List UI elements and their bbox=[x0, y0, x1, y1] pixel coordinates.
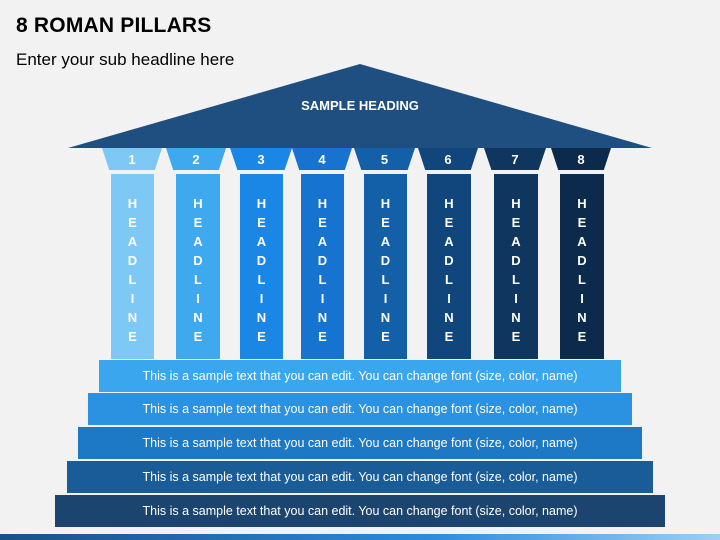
headline-letter: D bbox=[444, 253, 454, 268]
headline-letter: D bbox=[256, 253, 267, 268]
headline-letter: I bbox=[383, 291, 388, 306]
headline-letter: N bbox=[511, 310, 521, 325]
pillar-number: 3 bbox=[230, 148, 292, 170]
headline-letter: A bbox=[256, 234, 267, 249]
step-2: This is a sample text that you can edit.… bbox=[88, 393, 632, 425]
headline-letter: E bbox=[381, 329, 390, 344]
headline-letter: E bbox=[128, 215, 137, 230]
headline-letter: E bbox=[193, 329, 203, 344]
headline-letter: N bbox=[444, 310, 454, 325]
headline-letter: E bbox=[577, 329, 587, 344]
headline-letter: H bbox=[127, 196, 138, 211]
slide-title: 8 ROMAN PILLARS bbox=[16, 14, 212, 37]
headline-letter: E bbox=[444, 329, 454, 344]
headline-letter: I bbox=[130, 291, 135, 306]
headline-letter: E bbox=[444, 215, 454, 230]
pillar-number: 8 bbox=[551, 148, 611, 170]
headline-letter: E bbox=[257, 215, 266, 230]
headline-letter: E bbox=[577, 215, 587, 230]
step-1: This is a sample text that you can edit.… bbox=[99, 360, 621, 392]
headline-letter: A bbox=[577, 234, 587, 249]
headline-letter: I bbox=[580, 291, 584, 306]
headline-letter: E bbox=[193, 215, 203, 230]
pillar-number: 5 bbox=[354, 148, 415, 170]
headline-letter: A bbox=[444, 234, 454, 249]
headline-letter: H bbox=[193, 196, 203, 211]
headline-letter: H bbox=[256, 196, 267, 211]
headline-letter: L bbox=[512, 272, 520, 287]
pillar-number: 1 bbox=[102, 148, 162, 170]
headline-letter: E bbox=[511, 215, 521, 230]
headline-letter: L bbox=[381, 272, 390, 287]
step-4: This is a sample text that you can edit.… bbox=[67, 461, 653, 493]
headline-letter: L bbox=[578, 272, 586, 287]
headline-letter: A bbox=[193, 234, 203, 249]
headline-letter: N bbox=[127, 310, 138, 325]
headline-letter: E bbox=[318, 329, 327, 344]
headline-letter: D bbox=[317, 253, 328, 268]
headline-letter: D bbox=[193, 253, 203, 268]
headline-letter: I bbox=[259, 291, 264, 306]
headline-letter: N bbox=[577, 310, 587, 325]
headline-letter: I bbox=[514, 291, 518, 306]
footer-accent-bar bbox=[0, 534, 720, 540]
headline-letter: E bbox=[381, 215, 390, 230]
headline-letter: I bbox=[320, 291, 325, 306]
headline-letter: H bbox=[444, 196, 454, 211]
headline-letter: H bbox=[380, 196, 391, 211]
headline-letter: H bbox=[317, 196, 328, 211]
pillar-number: 4 bbox=[292, 148, 352, 170]
pillar-number: 2 bbox=[166, 148, 226, 170]
headline-letter: H bbox=[577, 196, 587, 211]
headline-letter: E bbox=[318, 215, 327, 230]
step-3: This is a sample text that you can edit.… bbox=[78, 427, 642, 459]
headline-letter: N bbox=[256, 310, 267, 325]
headline-letter: N bbox=[317, 310, 328, 325]
headline-letter: D bbox=[511, 253, 521, 268]
headline-letter: D bbox=[380, 253, 391, 268]
headline-letter: E bbox=[257, 329, 266, 344]
headline-letter: N bbox=[380, 310, 391, 325]
roof-heading: SAMPLE HEADING bbox=[301, 98, 419, 113]
headline-letter: D bbox=[127, 253, 138, 268]
headline-letter: E bbox=[128, 329, 137, 344]
headline-letter: D bbox=[577, 253, 587, 268]
headline-letter: A bbox=[511, 234, 521, 249]
headline-letter: H bbox=[511, 196, 521, 211]
headline-letter: I bbox=[447, 291, 451, 306]
headline-letter: A bbox=[127, 234, 138, 249]
headline-letter: E bbox=[511, 329, 521, 344]
step-5: This is a sample text that you can edit.… bbox=[55, 495, 665, 527]
headline-letter: L bbox=[445, 272, 453, 287]
headline-letter: L bbox=[128, 272, 137, 287]
headline-letter: A bbox=[317, 234, 328, 249]
headline-letter: L bbox=[194, 272, 202, 287]
pediment-roof bbox=[68, 64, 652, 148]
headline-letter: L bbox=[318, 272, 327, 287]
slide-subtitle: Enter your sub headline here bbox=[16, 50, 235, 69]
pillar-number: 7 bbox=[484, 148, 546, 170]
headline-letter: N bbox=[193, 310, 203, 325]
headline-letter: A bbox=[380, 234, 391, 249]
pillar-number: 6 bbox=[418, 148, 478, 170]
headline-letter: I bbox=[196, 291, 200, 306]
headline-letter: L bbox=[257, 272, 266, 287]
